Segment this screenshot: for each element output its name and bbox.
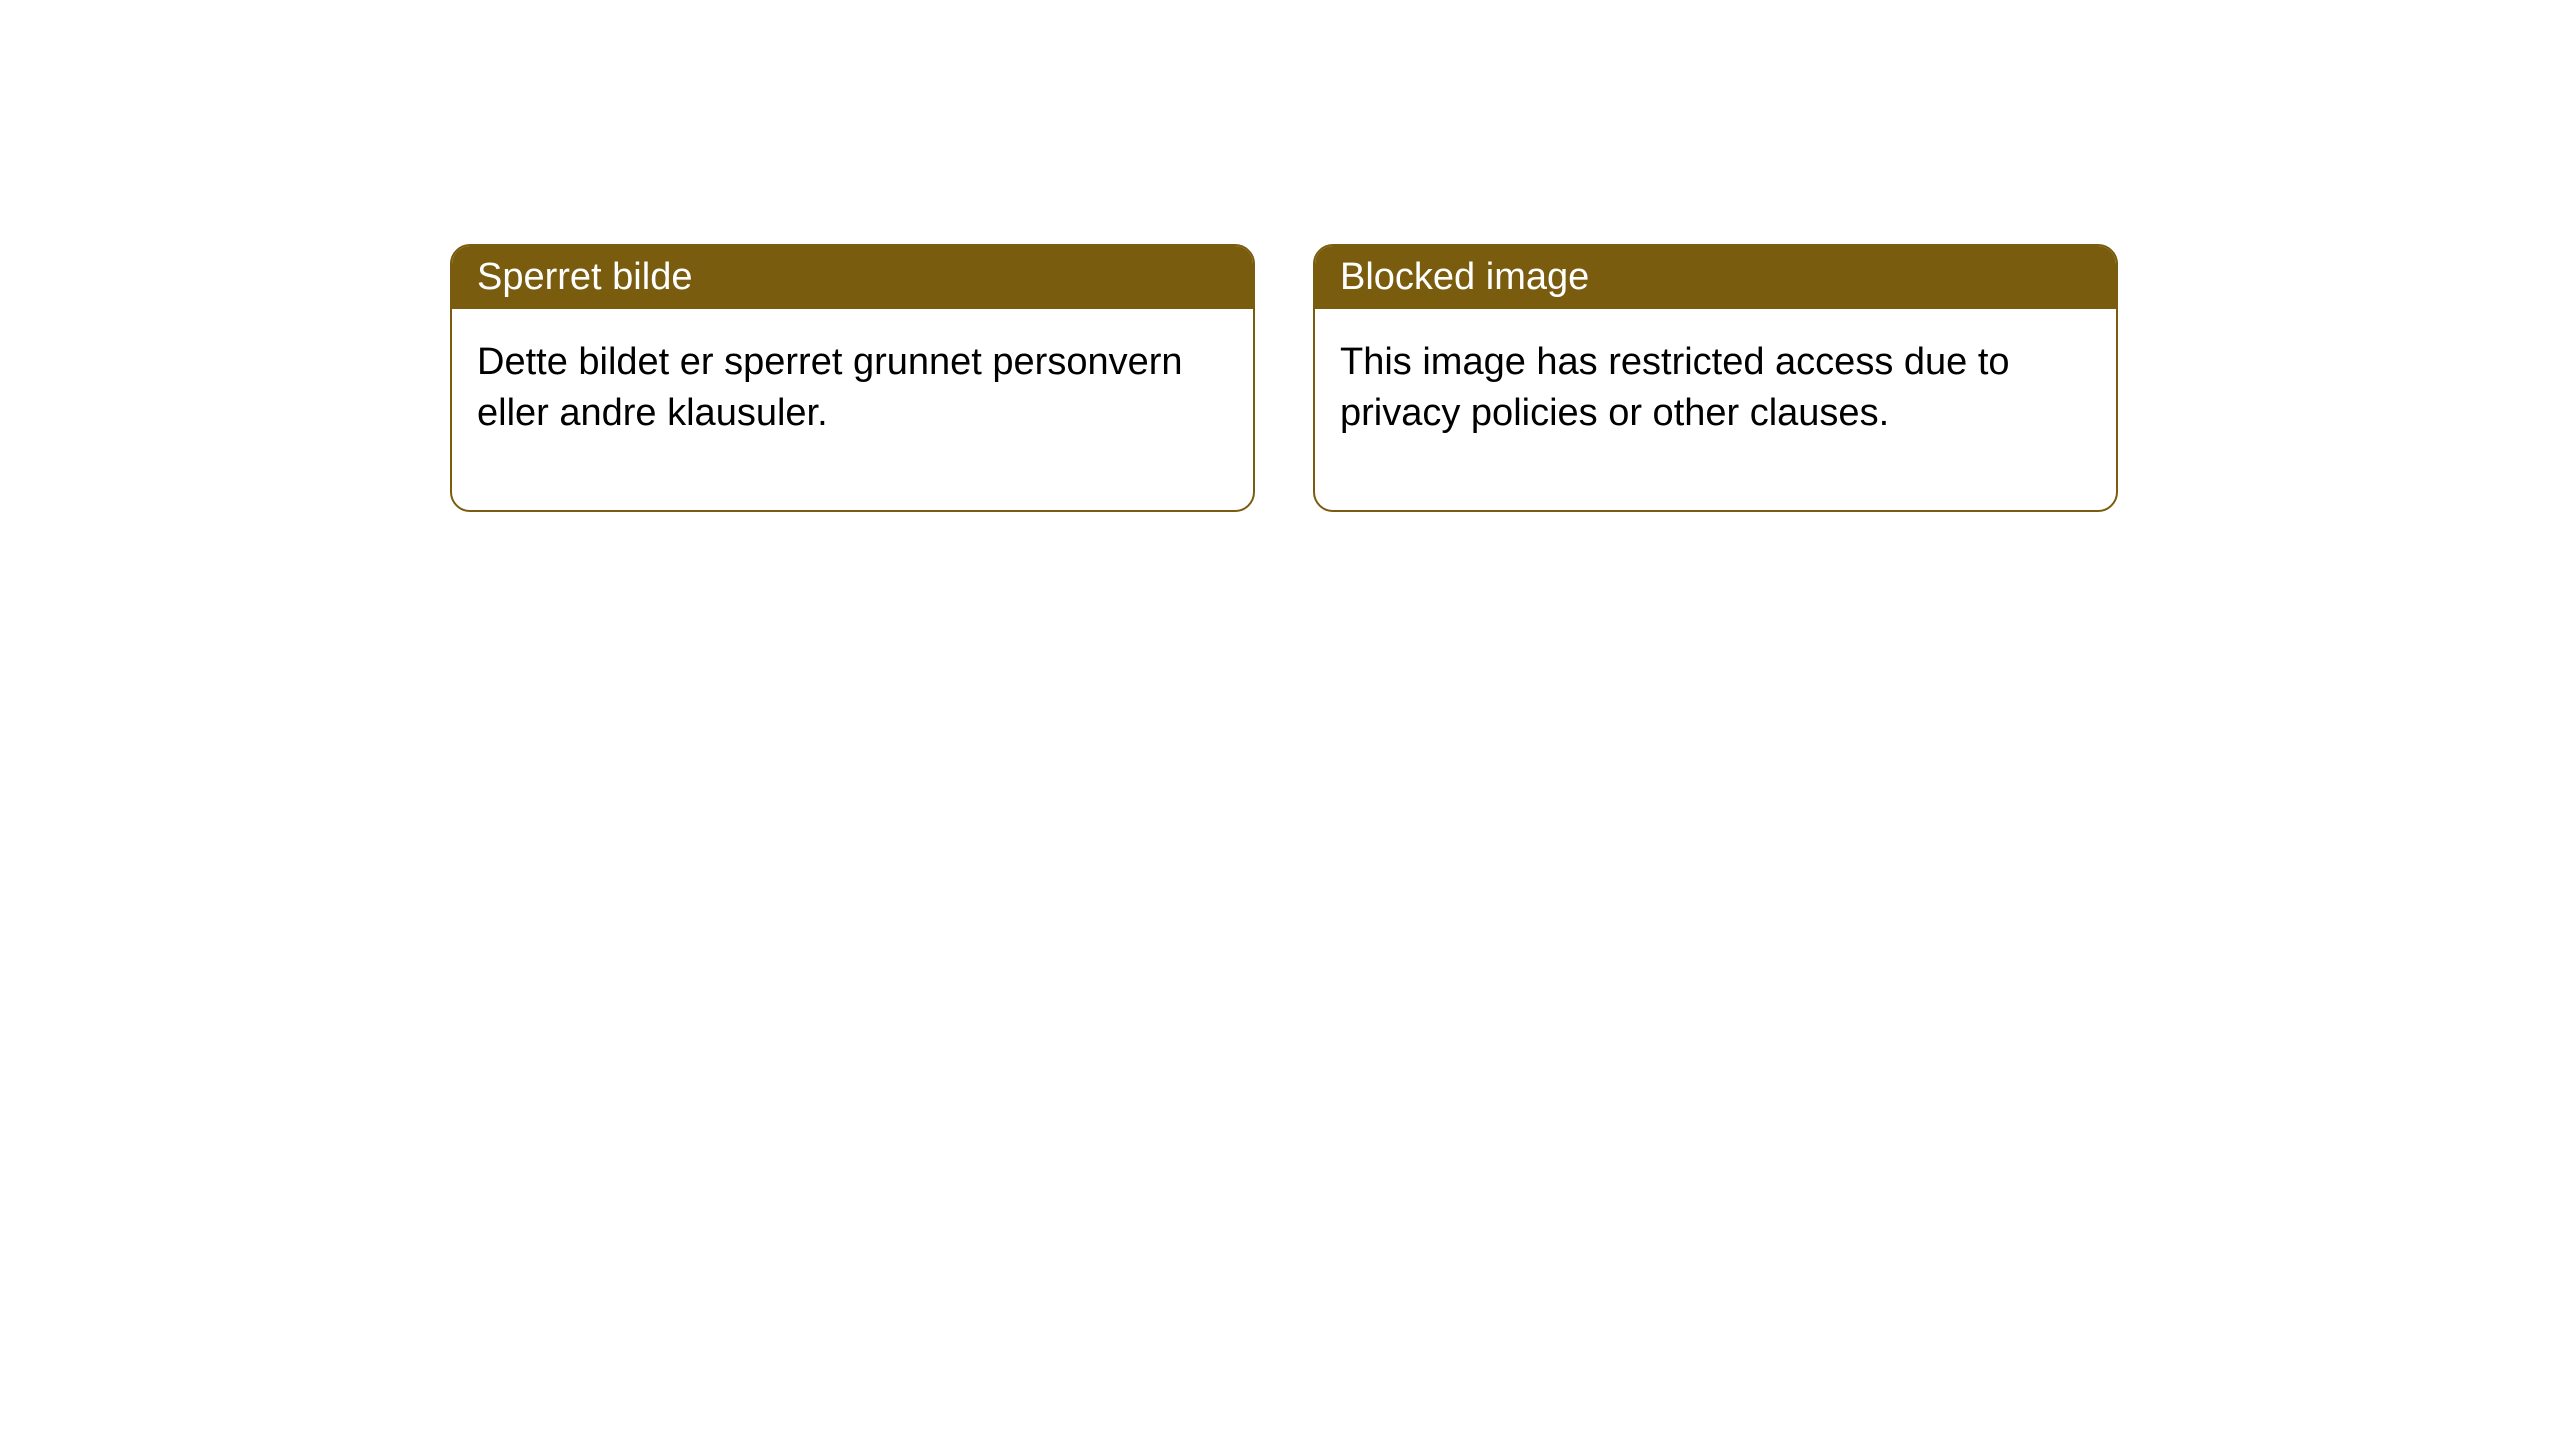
notice-card-english: Blocked image This image has restricted … [1313,244,2118,512]
notice-body: Dette bildet er sperret grunnet personve… [452,309,1253,510]
notice-container: Sperret bilde Dette bildet er sperret gr… [450,244,2118,512]
notice-title: Sperret bilde [452,246,1253,309]
notice-card-norwegian: Sperret bilde Dette bildet er sperret gr… [450,244,1255,512]
notice-title: Blocked image [1315,246,2116,309]
notice-body: This image has restricted access due to … [1315,309,2116,510]
